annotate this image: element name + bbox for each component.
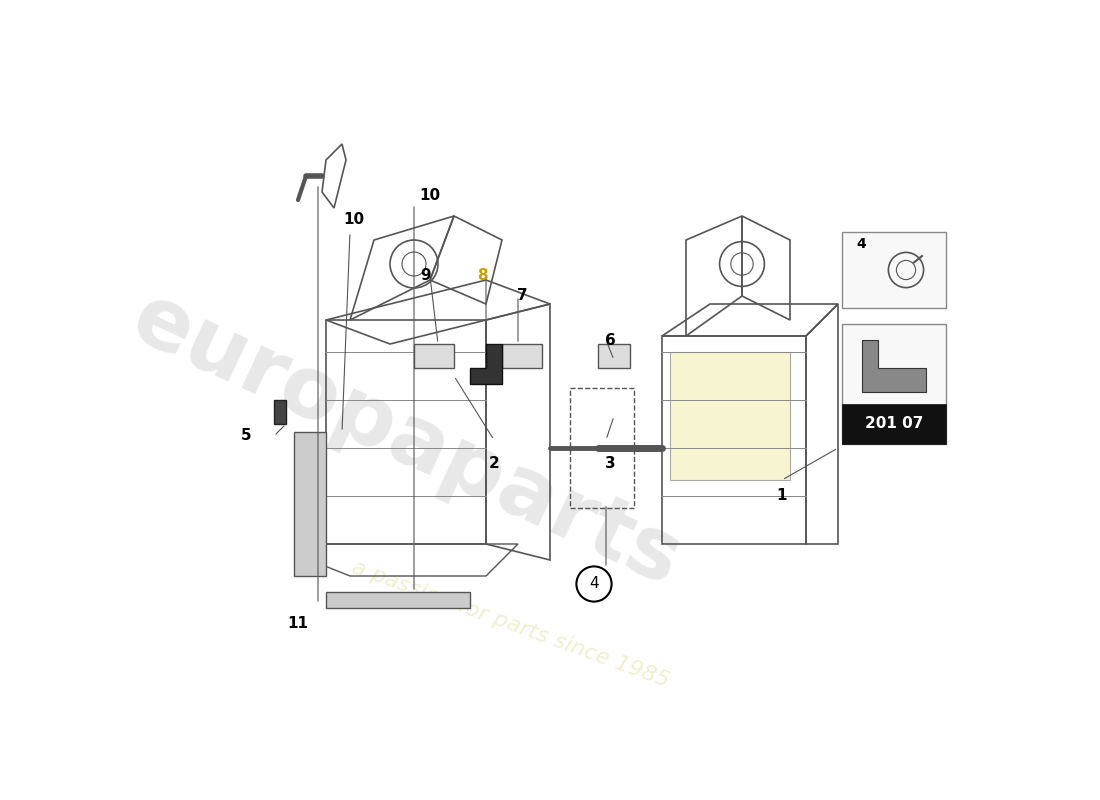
Text: 7: 7 [517, 289, 527, 303]
Polygon shape [598, 344, 630, 368]
Text: 1: 1 [777, 489, 788, 503]
Polygon shape [470, 344, 502, 384]
Text: 9: 9 [420, 269, 431, 283]
Polygon shape [326, 592, 470, 608]
Polygon shape [670, 352, 790, 480]
FancyBboxPatch shape [842, 324, 946, 444]
Text: 11: 11 [287, 617, 308, 631]
Polygon shape [414, 344, 454, 368]
Polygon shape [502, 344, 542, 368]
Text: 4: 4 [857, 237, 866, 251]
Text: 4: 4 [590, 577, 598, 591]
FancyBboxPatch shape [842, 232, 946, 308]
Text: 5: 5 [241, 429, 251, 443]
Polygon shape [274, 400, 286, 424]
Text: 10: 10 [419, 189, 441, 203]
Text: 10: 10 [343, 213, 364, 227]
Text: a passion for parts since 1985: a passion for parts since 1985 [349, 557, 671, 691]
Polygon shape [862, 340, 926, 392]
Text: 3: 3 [605, 457, 615, 471]
FancyBboxPatch shape [842, 404, 946, 444]
Polygon shape [294, 432, 326, 576]
Text: 2: 2 [488, 457, 499, 471]
Text: 6: 6 [605, 333, 615, 347]
Text: 8: 8 [476, 269, 487, 283]
Text: europaparts: europaparts [119, 277, 694, 603]
Text: 201 07: 201 07 [865, 417, 923, 431]
